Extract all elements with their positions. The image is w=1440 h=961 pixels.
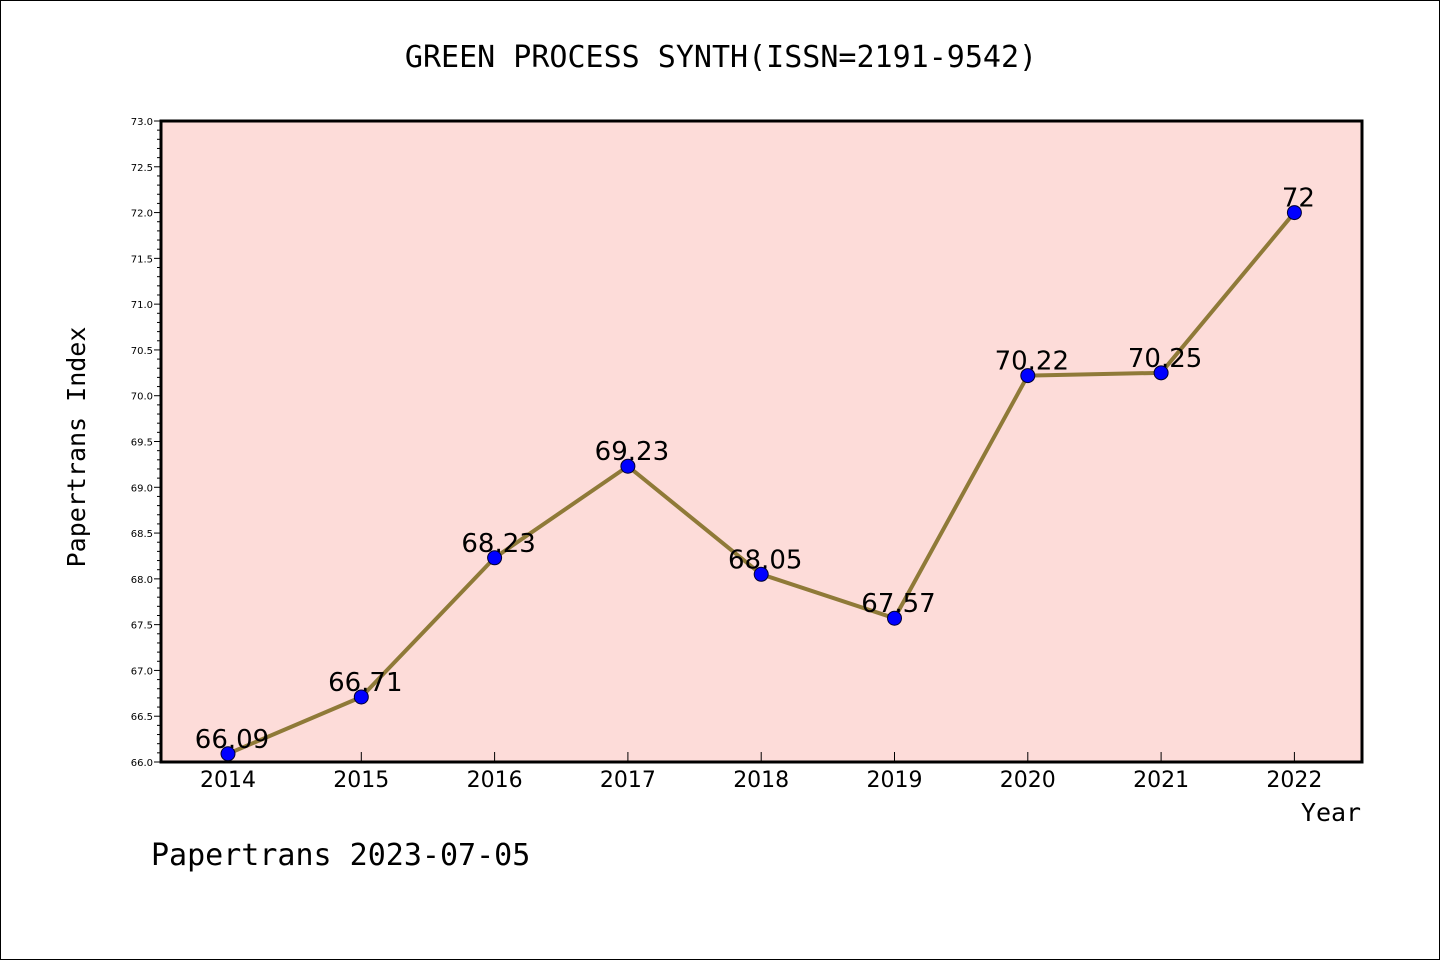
x-tick-label: 2014	[200, 768, 256, 793]
x-tick-label: 2022	[1266, 768, 1322, 793]
y-tick-label: 70.5	[131, 346, 153, 357]
x-tick-label: 2019	[867, 768, 923, 793]
y-tick-label: 73.0	[131, 117, 153, 128]
y-tick-label: 68.5	[131, 529, 153, 540]
chart-title: GREEN PROCESS SYNTH(ISSN=2191-9542)	[405, 40, 1037, 75]
data-point	[620, 458, 636, 474]
x-axis-label: Year	[1301, 798, 1361, 827]
x-tick-label: 2015	[333, 768, 389, 793]
plot-frame	[159, 119, 1364, 764]
y-tick-label: 69.5	[131, 438, 153, 449]
data-point	[1153, 365, 1169, 381]
x-tick-label: 2017	[600, 768, 656, 793]
y-tick-label: 66.0	[131, 758, 153, 769]
x-tick-label: 2021	[1133, 768, 1189, 793]
data-point	[1286, 205, 1302, 221]
data-point	[1020, 368, 1036, 384]
x-axis: 2014 2015 2016 2017 2018 2019 2020 2021 2022	[200, 752, 1322, 793]
y-tick-label: 71.0	[131, 300, 153, 311]
y-axis-label: Papertrans Index	[62, 327, 91, 568]
footer-watermark: Papertrans 2023-07-05	[151, 838, 530, 873]
y-axis: 66.0 66.5 67.0 67.5 68.0 68.5 69.0 69.5 70.0 70.5…	[131, 117, 161, 769]
x-tick-label: 2018	[733, 768, 789, 793]
x-tick-label: 2016	[467, 768, 523, 793]
y-tick-label: 72.0	[131, 209, 153, 220]
y-tick-label: 71.5	[131, 254, 153, 265]
y-tick-label: 72.5	[131, 163, 153, 174]
y-tick-label: 68.0	[131, 575, 153, 586]
y-tick-label: 67.0	[131, 666, 153, 677]
data-point	[753, 566, 769, 582]
data-point	[220, 746, 236, 762]
data-point	[353, 689, 369, 705]
x-tick-label: 2020	[1000, 768, 1056, 793]
y-tick-label: 67.5	[131, 621, 153, 632]
y-tick-label: 66.5	[131, 712, 153, 723]
plot-area	[161, 121, 1362, 762]
y-tick-label: 69.0	[131, 483, 153, 494]
y-tick-label: 70.0	[131, 392, 153, 403]
data-point	[487, 550, 503, 566]
data-point	[887, 610, 902, 626]
